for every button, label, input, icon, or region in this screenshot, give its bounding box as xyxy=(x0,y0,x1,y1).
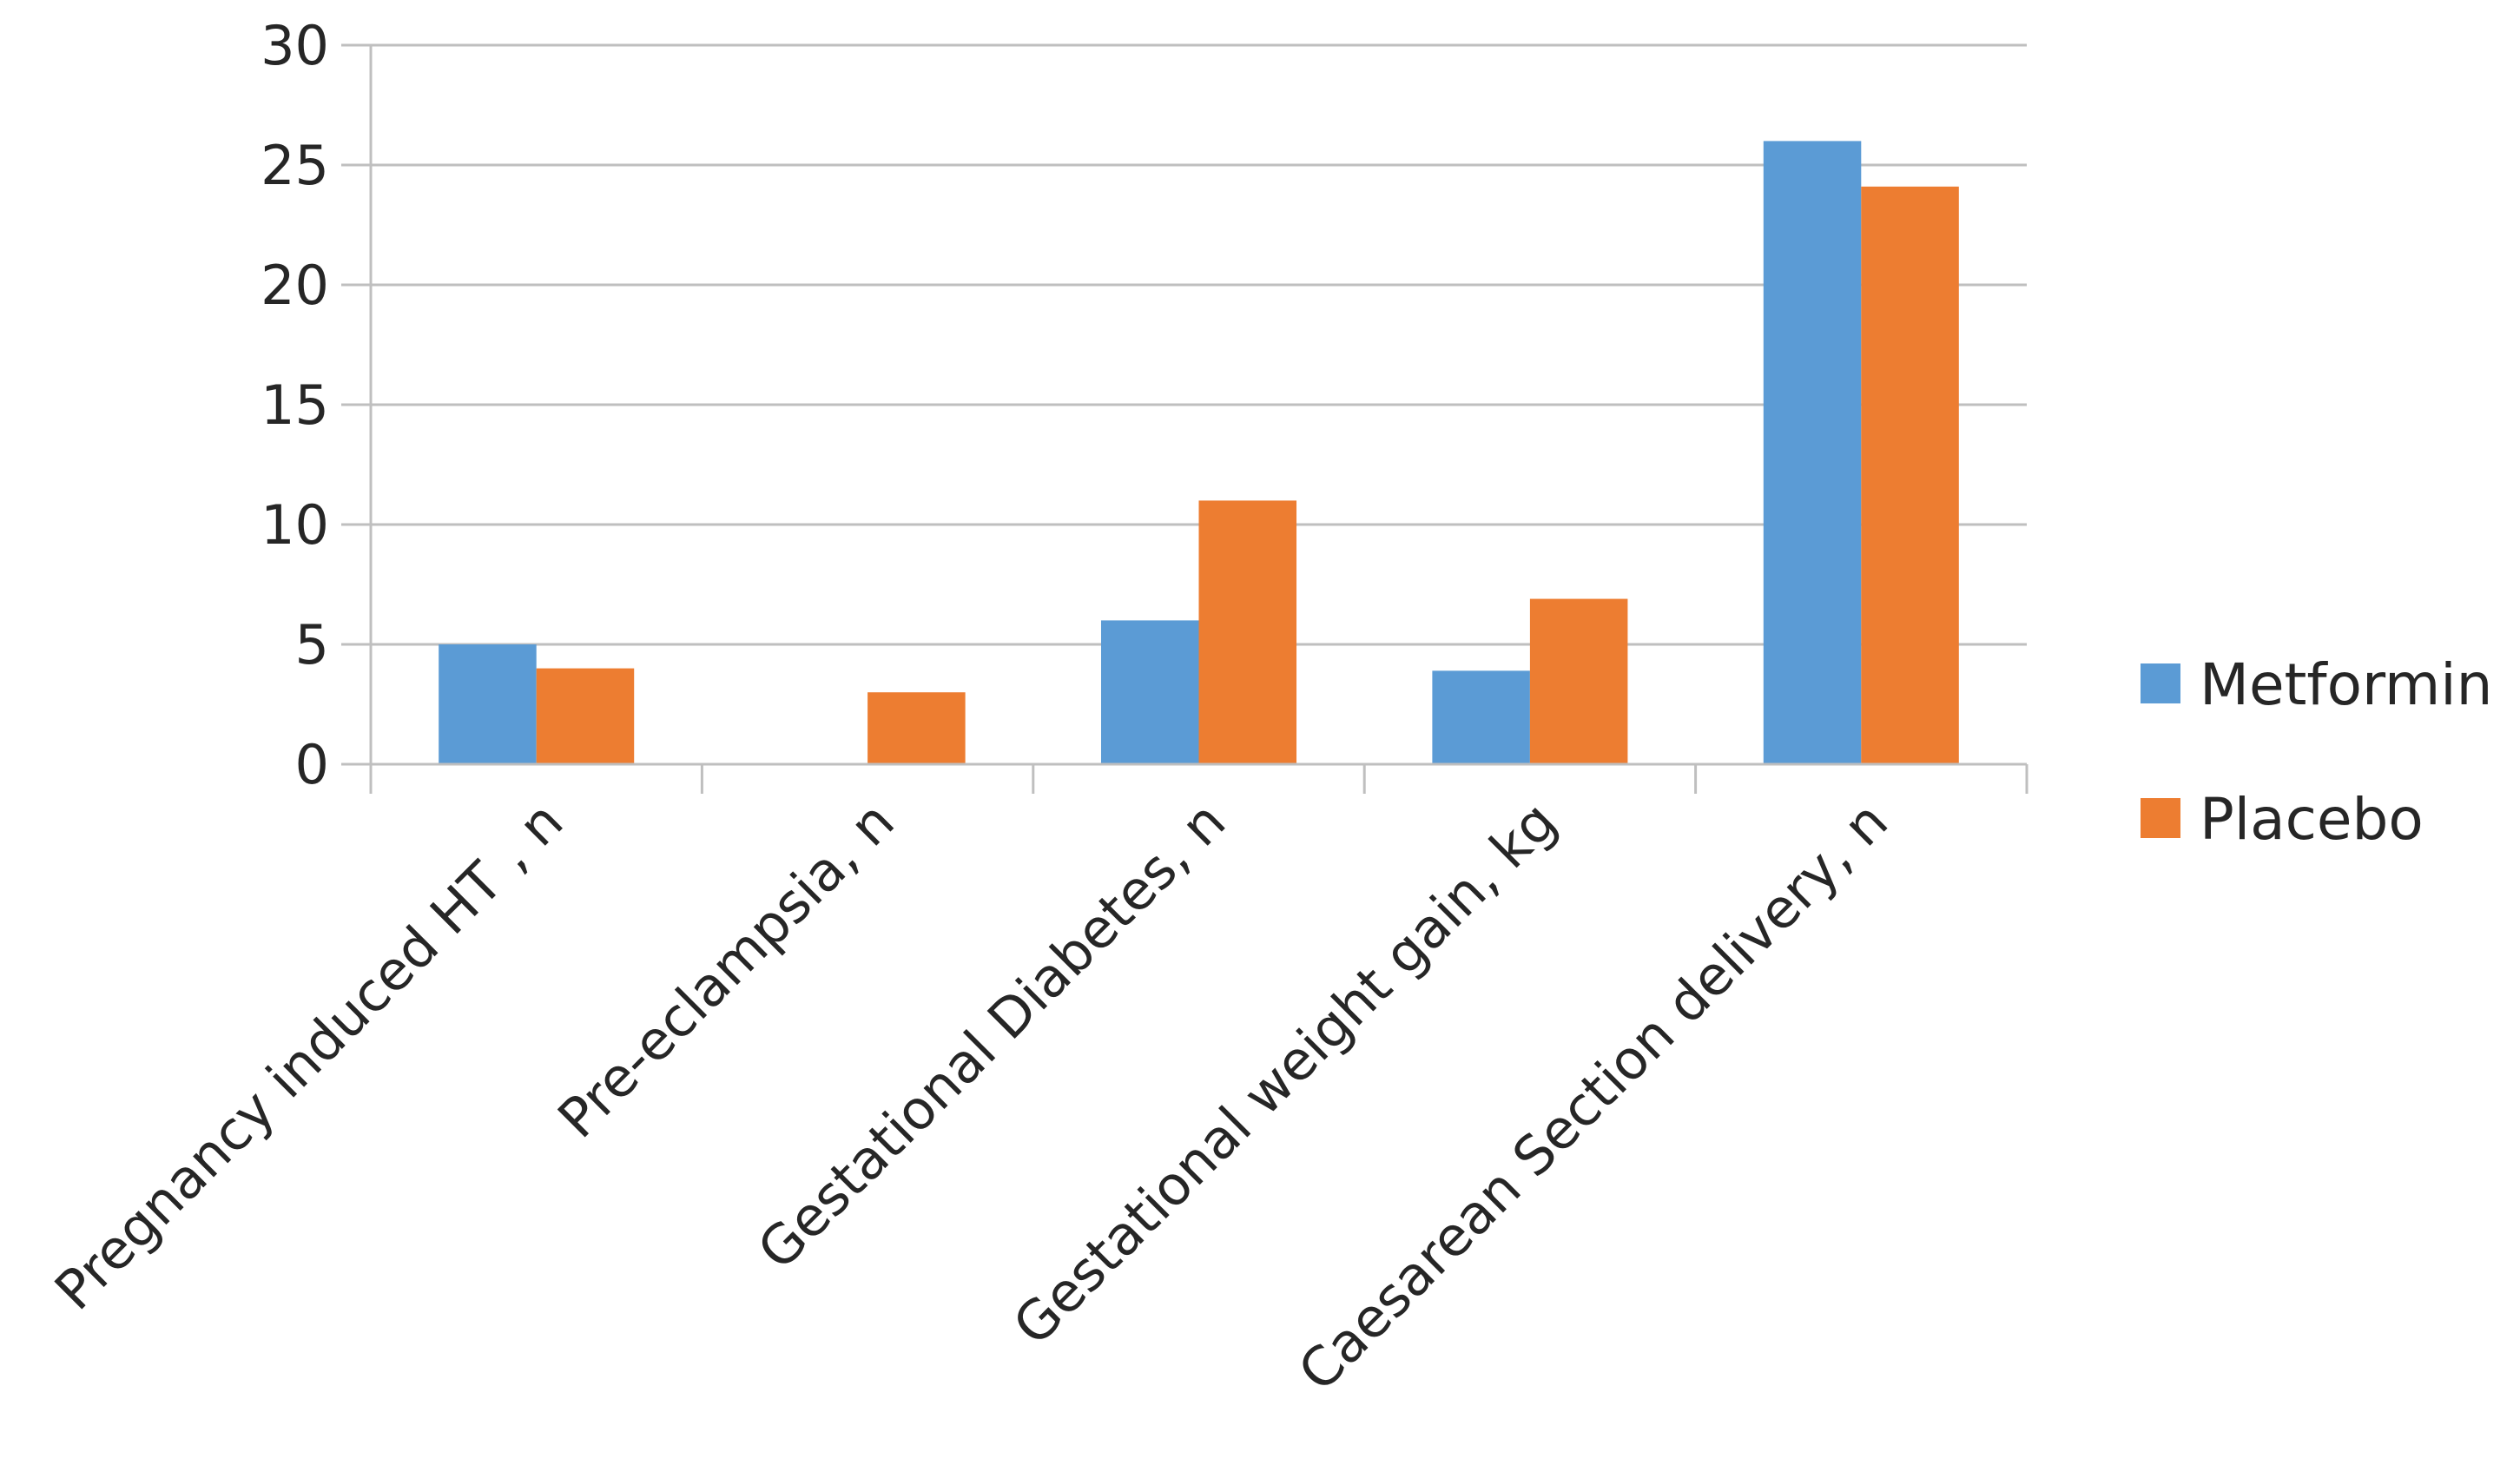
bar-placebo-1 xyxy=(867,692,966,764)
x-category-label: Pre-eclampsia, n xyxy=(545,789,906,1150)
x-category-label: Gestational weight gain, kg xyxy=(1001,789,1569,1357)
gridlines xyxy=(371,43,2027,646)
legend-label-metformin: Metformin xyxy=(2200,651,2492,718)
legend-swatch-metformin xyxy=(2141,663,2180,703)
y-tick-label: 10 xyxy=(261,493,329,557)
bar-metformin-4 xyxy=(1763,141,1862,764)
bar-placebo-4 xyxy=(1861,186,1959,765)
bars xyxy=(439,141,1959,765)
bar-metformin-3 xyxy=(1432,670,1530,764)
axes xyxy=(341,43,2029,794)
y-tick-label: 15 xyxy=(261,373,329,437)
bar-metformin-2 xyxy=(1100,620,1199,764)
bar-metformin-0 xyxy=(439,644,537,764)
legend-swatch-placebo xyxy=(2141,798,2180,838)
y-tick-label: 30 xyxy=(261,14,329,77)
legend: Metformin Placebo xyxy=(2141,651,2492,853)
bar-placebo-0 xyxy=(536,668,635,764)
x-category-label: Pregnancy induced HT , n xyxy=(43,789,575,1322)
legend-label-placebo: Placebo xyxy=(2200,786,2424,853)
y-tick-label: 0 xyxy=(295,733,329,796)
x-category-label: Caesarean Section delivery, n xyxy=(1286,789,1900,1403)
bar-placebo-2 xyxy=(1198,500,1297,764)
y-tick-label: 5 xyxy=(295,613,329,677)
y-tick-label: 25 xyxy=(261,134,329,197)
bar-placebo-3 xyxy=(1529,598,1628,764)
y-axis-tick-labels: 0 5 10 15 20 25 30 xyxy=(261,14,329,796)
y-tick-label: 20 xyxy=(261,254,329,317)
